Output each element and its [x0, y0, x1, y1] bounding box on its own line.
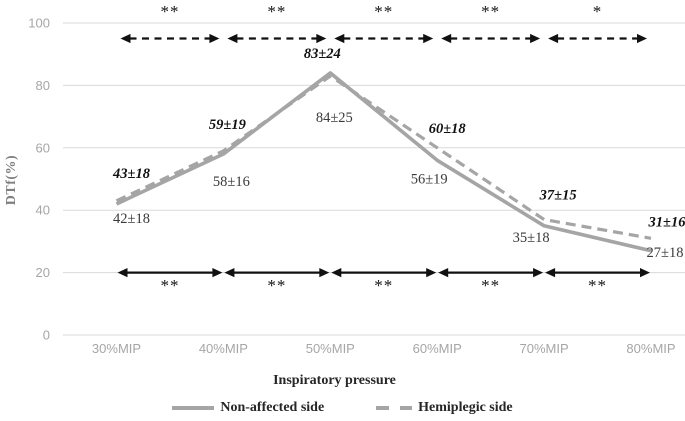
y-tick-label: 0	[43, 328, 50, 343]
significance-arrow	[224, 268, 330, 278]
point-label: 60±18	[429, 121, 467, 137]
significance-stars-top: **	[160, 2, 179, 21]
significance-arrow	[331, 268, 437, 278]
significance-stars-top: *	[593, 2, 603, 21]
significance-arrow	[441, 33, 541, 44]
x-tick-label: 30%MIP	[92, 341, 141, 356]
series-line-hemiplegic	[115, 74, 652, 240]
significance-arrow	[548, 33, 647, 44]
significance-arrow	[545, 268, 650, 278]
significance-stars-bottom: **	[588, 276, 607, 295]
significance-arrow	[334, 33, 434, 44]
legend-label: Non-affected side	[220, 400, 325, 415]
legend-item-hemiplegic: Hemiplegic side	[376, 400, 513, 416]
point-label: 84±25	[316, 110, 353, 126]
dashed-line-swatch	[376, 406, 413, 410]
significance-arrow	[117, 268, 223, 278]
significance-arrow	[227, 33, 327, 44]
y-tick-label: 60	[36, 140, 50, 155]
significance-stars-bottom: **	[481, 276, 500, 295]
point-label: 35±18	[513, 230, 550, 246]
significance-stars-bottom: **	[160, 276, 179, 295]
x-tick-label: 80%MIP	[626, 341, 675, 356]
significance-stars-bottom: **	[267, 276, 286, 295]
point-label: 83±24	[304, 46, 341, 62]
legend-item-non-affected: Non-affected side	[172, 400, 324, 416]
point-label: 42±18	[113, 211, 150, 227]
x-tick-label: 70%MIP	[520, 341, 569, 356]
significance-stars-top: **	[267, 2, 286, 21]
y-tick-label: 20	[36, 265, 50, 280]
series-line-non-affected	[115, 71, 652, 253]
significance-stars-top: **	[481, 2, 500, 21]
significance-arrow	[120, 33, 220, 44]
point-label: 31±16	[648, 214, 685, 230]
chart-legend: Non-affected side Hemiplegic side	[0, 400, 685, 416]
y-tick-label: 40	[36, 203, 50, 218]
significance-arrow	[438, 268, 544, 278]
x-tick-label: 40%MIP	[199, 341, 248, 356]
y-axis-title: DTf(%)	[4, 154, 19, 206]
solid-line-swatch	[172, 406, 215, 410]
y-tick-label: 100	[28, 16, 50, 31]
y-tick-label: 80	[36, 78, 50, 93]
x-tick-label: 50%MIP	[306, 341, 355, 356]
x-axis-title: Inspiratory pressure	[273, 373, 396, 388]
significance-stars-top: **	[374, 2, 393, 21]
point-label: 27±18	[647, 245, 684, 261]
point-label: 43±18	[112, 166, 151, 182]
point-label: 58±16	[213, 174, 250, 190]
legend-label: Hemiplegic side	[418, 400, 513, 415]
point-label: 56±19	[411, 171, 448, 187]
point-label: 59±19	[209, 117, 246, 133]
significance-stars-bottom: **	[374, 276, 393, 295]
point-label: 37±15	[539, 188, 577, 204]
x-tick-label: 60%MIP	[413, 341, 462, 356]
